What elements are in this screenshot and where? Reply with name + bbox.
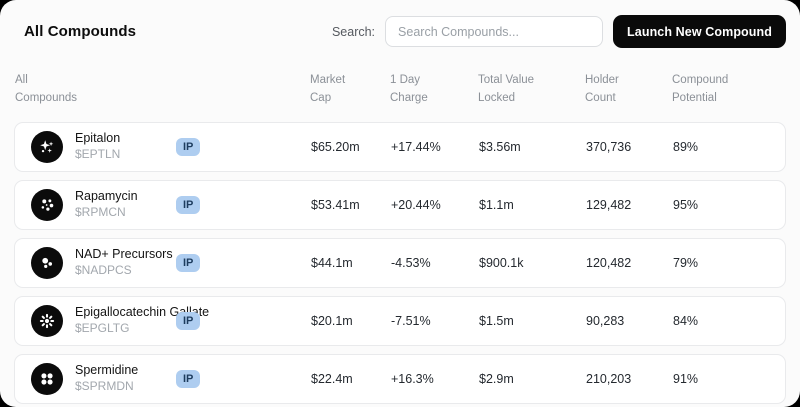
day-change-value: +16.3% xyxy=(391,371,434,386)
holder-count-value: 210,203 xyxy=(586,371,632,386)
badge-cell: IP xyxy=(176,311,311,330)
market-cap-value: $22.4m xyxy=(311,371,353,386)
compound-ticker: $NADPCS xyxy=(75,262,132,277)
compound-ticker: $EPGLTG xyxy=(75,320,130,335)
compound-name: Spermidine xyxy=(75,363,139,378)
search-input[interactable] xyxy=(385,16,604,47)
compound-potential-value: 79% xyxy=(673,255,699,270)
badge-cell: IP xyxy=(176,195,311,214)
market-cap-value: $53.41m xyxy=(311,197,360,212)
compound-row[interactable]: Epitalon $EPTLN IP $65.20m +17.44% $3.56… xyxy=(14,121,786,172)
column-header-market-cap: Market Cap xyxy=(310,74,346,104)
compound-row[interactable]: Rapamycin $RPMCN IP $53.41m +20.44% $1.1… xyxy=(14,179,786,230)
burst-icon xyxy=(31,304,63,337)
holder-count-value: 90,283 xyxy=(586,313,625,328)
ip-badge: IP xyxy=(176,137,201,156)
ip-badge: IP xyxy=(176,369,201,388)
compound-potential-value: 84% xyxy=(673,313,699,328)
three-dots-icon xyxy=(31,246,63,279)
holder-count-value: 370,736 xyxy=(586,139,632,154)
launch-new-compound-button[interactable]: Launch New Compound xyxy=(613,15,786,48)
compound-name-block: Spermidine $SPRMDN xyxy=(75,363,138,394)
search-label: Search: xyxy=(331,24,376,39)
compound-cell: Epitalon $EPTLN xyxy=(31,130,176,163)
day-change-value: +17.44% xyxy=(391,139,441,154)
compound-name: NAD+ Precursors xyxy=(75,247,173,262)
compound-name: Epigallocatechin Gallate xyxy=(75,305,210,320)
badge-cell: IP xyxy=(176,137,311,156)
compound-potential-value: 95% xyxy=(673,197,699,212)
four-squares-icon xyxy=(31,362,63,395)
compound-row[interactable]: Epigallocatechin Gallate $EPGLTG IP $20.… xyxy=(14,295,786,346)
compound-name: Rapamycin xyxy=(75,189,138,204)
column-header-all-compounds: All Compounds xyxy=(15,74,78,104)
top-bar-actions: Search: Launch New Compound xyxy=(332,15,786,48)
compound-ticker: $RPMCN xyxy=(75,204,126,219)
compound-name-block: NAD+ Precursors $NADPCS xyxy=(75,247,173,278)
compound-name-block: Epitalon $EPTLN xyxy=(75,131,120,162)
compound-ticker: $EPTLN xyxy=(75,146,121,161)
sparkles-icon xyxy=(31,130,63,163)
holder-count-value: 129,482 xyxy=(586,197,632,212)
compound-ticker: $SPRMDN xyxy=(75,378,134,393)
molecule-dots-icon xyxy=(31,188,63,221)
badge-cell: IP xyxy=(176,253,311,272)
compound-potential-value: 89% xyxy=(673,139,699,154)
compound-name: Epitalon xyxy=(75,131,121,146)
page-title: All Compounds xyxy=(24,23,137,40)
tvl-value: $3.56m xyxy=(479,139,521,154)
compound-cell: Spermidine $SPRMDN xyxy=(31,362,176,395)
tvl-value: $900.1k xyxy=(479,255,524,270)
day-change-value: -7.51% xyxy=(391,313,431,328)
compound-cell: NAD+ Precursors $NADPCS xyxy=(31,246,176,279)
market-cap-value: $65.20m xyxy=(311,139,360,154)
compound-potential-value: 91% xyxy=(673,371,699,386)
holder-count-value: 120,482 xyxy=(586,255,632,270)
compound-cell: Rapamycin $RPMCN xyxy=(31,188,176,221)
top-bar: All Compounds Search: Launch New Compoun… xyxy=(0,0,800,58)
tvl-value: $1.1m xyxy=(479,197,514,212)
compound-cell: Epigallocatechin Gallate $EPGLTG xyxy=(31,304,209,337)
ip-badge: IP xyxy=(176,253,201,272)
compound-name-block: Rapamycin $RPMCN xyxy=(75,189,138,220)
column-header-total-value-locked: Total Value Locked xyxy=(478,74,535,104)
compound-row[interactable]: NAD+ Precursors $NADPCS IP $44.1m -4.53%… xyxy=(14,237,786,288)
tvl-value: $1.5m xyxy=(479,313,514,328)
compound-name-block: Epigallocatechin Gallate $EPGLTG xyxy=(75,305,209,336)
market-cap-value: $44.1m xyxy=(311,255,353,270)
column-header-holder-count: Holder Count xyxy=(585,74,619,104)
day-change-value: -4.53% xyxy=(391,255,431,270)
market-cap-value: $20.1m xyxy=(311,313,353,328)
day-change-value: +20.44% xyxy=(391,197,441,212)
compound-list: Epitalon $EPTLN IP $65.20m +17.44% $3.56… xyxy=(0,121,800,404)
ip-badge: IP xyxy=(176,195,201,214)
ip-badge: IP xyxy=(176,311,201,330)
table-header: All Compounds Market Cap 1 Day Charge To… xyxy=(0,58,800,122)
compound-row[interactable]: Spermidine $SPRMDN IP $22.4m +16.3% $2.9… xyxy=(14,353,786,404)
column-header-1-day-charge: 1 Day Charge xyxy=(390,74,428,104)
tvl-value: $2.9m xyxy=(479,371,514,386)
badge-cell: IP xyxy=(176,369,311,388)
column-header-compound-potential: Compound Potential xyxy=(672,74,729,104)
